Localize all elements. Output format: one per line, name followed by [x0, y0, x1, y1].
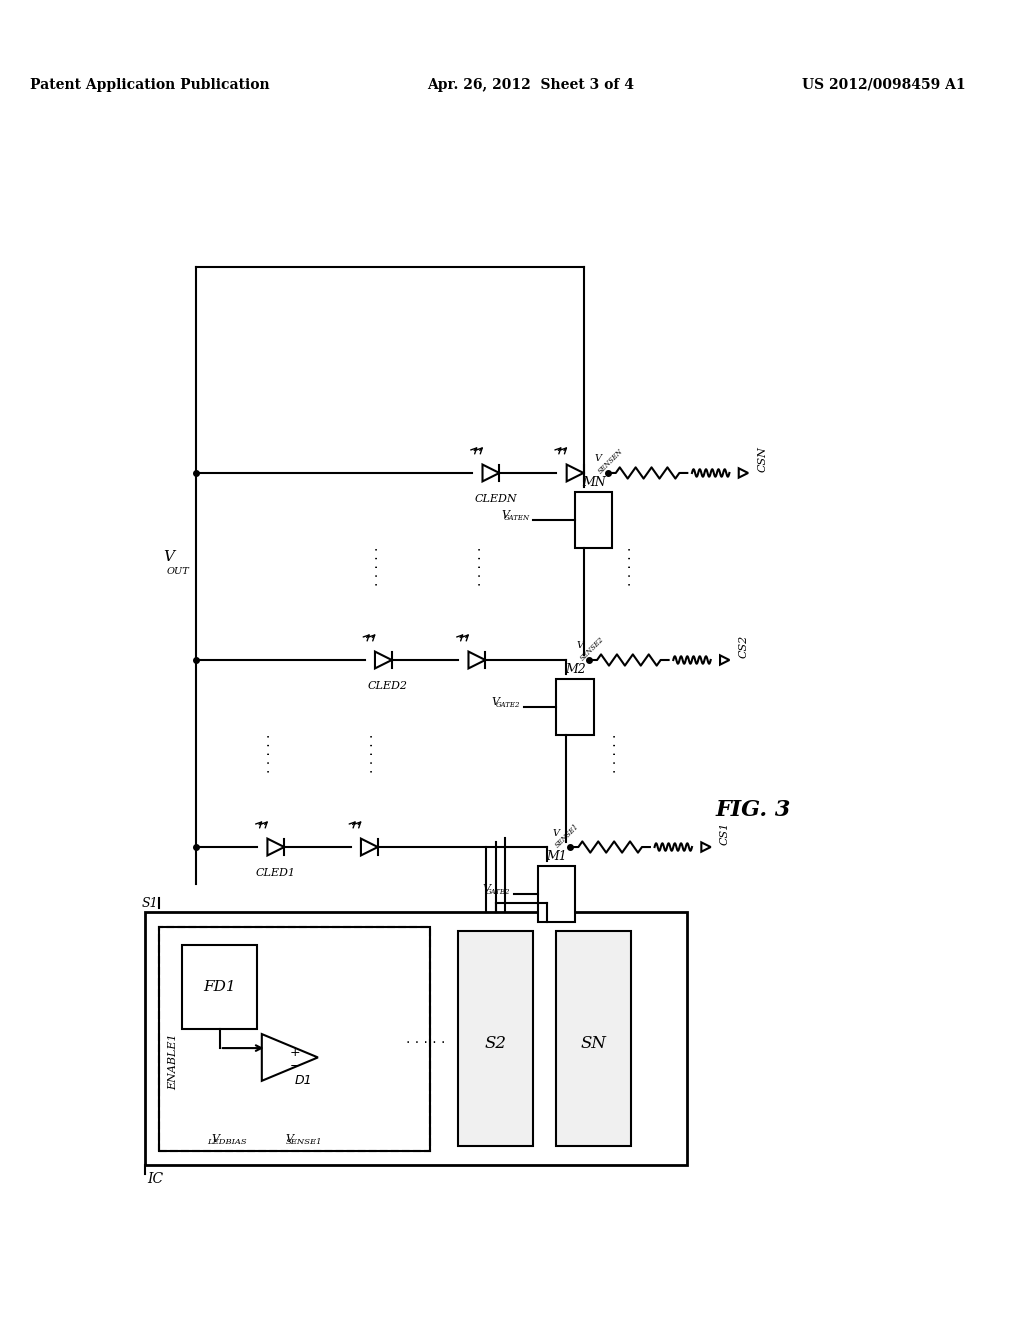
Bar — [145, 912, 687, 1166]
Text: . . . . .: . . . . . — [605, 734, 620, 774]
Text: MN: MN — [582, 475, 605, 488]
Text: SENSE2: SENSE2 — [579, 635, 605, 663]
Text: . . . . .: . . . . . — [362, 734, 377, 774]
Text: S1: S1 — [141, 896, 158, 909]
Text: SENSEN: SENSEN — [597, 447, 625, 477]
Text: V: V — [163, 550, 174, 564]
Text: D1: D1 — [295, 1074, 312, 1088]
Text: FD1: FD1 — [204, 981, 237, 994]
Bar — [575, 491, 612, 548]
Text: SN: SN — [581, 1035, 607, 1052]
Text: +: + — [289, 1047, 300, 1059]
Text: V: V — [286, 1134, 294, 1144]
Text: CLED1: CLED1 — [256, 869, 296, 878]
Text: SENSE1: SENSE1 — [554, 822, 582, 849]
Polygon shape — [738, 469, 749, 478]
Polygon shape — [701, 842, 711, 851]
Text: −: − — [290, 1060, 300, 1073]
Bar — [556, 931, 631, 1146]
Text: LEDBIAS: LEDBIAS — [208, 1138, 247, 1146]
Bar — [556, 678, 594, 735]
Polygon shape — [360, 838, 378, 855]
Polygon shape — [375, 652, 392, 668]
Text: . . . . .: . . . . . — [367, 546, 381, 586]
Polygon shape — [469, 652, 485, 668]
Polygon shape — [720, 655, 729, 665]
Text: US 2012/0098459 A1: US 2012/0098459 A1 — [802, 78, 966, 92]
Text: FIG. 3: FIG. 3 — [715, 799, 791, 821]
Text: OUT: OUT — [166, 566, 189, 576]
Text: IC: IC — [146, 1172, 163, 1185]
Text: GATEN: GATEN — [504, 513, 530, 521]
Bar — [182, 945, 257, 1030]
Text: ENABLE1: ENABLE1 — [168, 1034, 178, 1090]
Text: · · · · ·: · · · · · — [406, 1036, 445, 1051]
Text: . . . . .: . . . . . — [620, 546, 634, 586]
Text: Apr. 26, 2012  Sheet 3 of 4: Apr. 26, 2012 Sheet 3 of 4 — [427, 78, 634, 92]
Bar — [538, 866, 575, 921]
Text: . . . . .: . . . . . — [259, 734, 273, 774]
Bar — [458, 931, 534, 1146]
Text: V: V — [482, 884, 490, 894]
Text: CS1: CS1 — [720, 821, 730, 845]
Polygon shape — [566, 465, 584, 482]
Text: CS2: CS2 — [738, 635, 749, 657]
Text: GATE2: GATE2 — [486, 888, 511, 896]
Polygon shape — [267, 838, 285, 855]
Text: M2: M2 — [564, 663, 586, 676]
Polygon shape — [482, 465, 500, 482]
Text: . . . . .: . . . . . — [470, 546, 484, 586]
Text: Patent Application Publication: Patent Application Publication — [30, 78, 269, 92]
Text: M1: M1 — [546, 850, 566, 863]
Text: GATE2: GATE2 — [496, 701, 520, 709]
Text: CSN: CSN — [758, 446, 767, 471]
Text: V: V — [211, 1134, 219, 1144]
Bar — [159, 927, 430, 1151]
Text: S2: S2 — [484, 1035, 507, 1052]
Text: V: V — [595, 454, 602, 463]
Polygon shape — [262, 1034, 317, 1081]
Text: V: V — [553, 829, 560, 837]
Bar — [159, 927, 430, 1151]
Text: CLED2: CLED2 — [368, 681, 408, 692]
Text: SENSE1: SENSE1 — [286, 1138, 323, 1146]
Text: CLEDN: CLEDN — [474, 494, 517, 504]
Text: V: V — [501, 510, 509, 520]
Text: V: V — [492, 697, 500, 708]
Text: V: V — [577, 642, 584, 651]
